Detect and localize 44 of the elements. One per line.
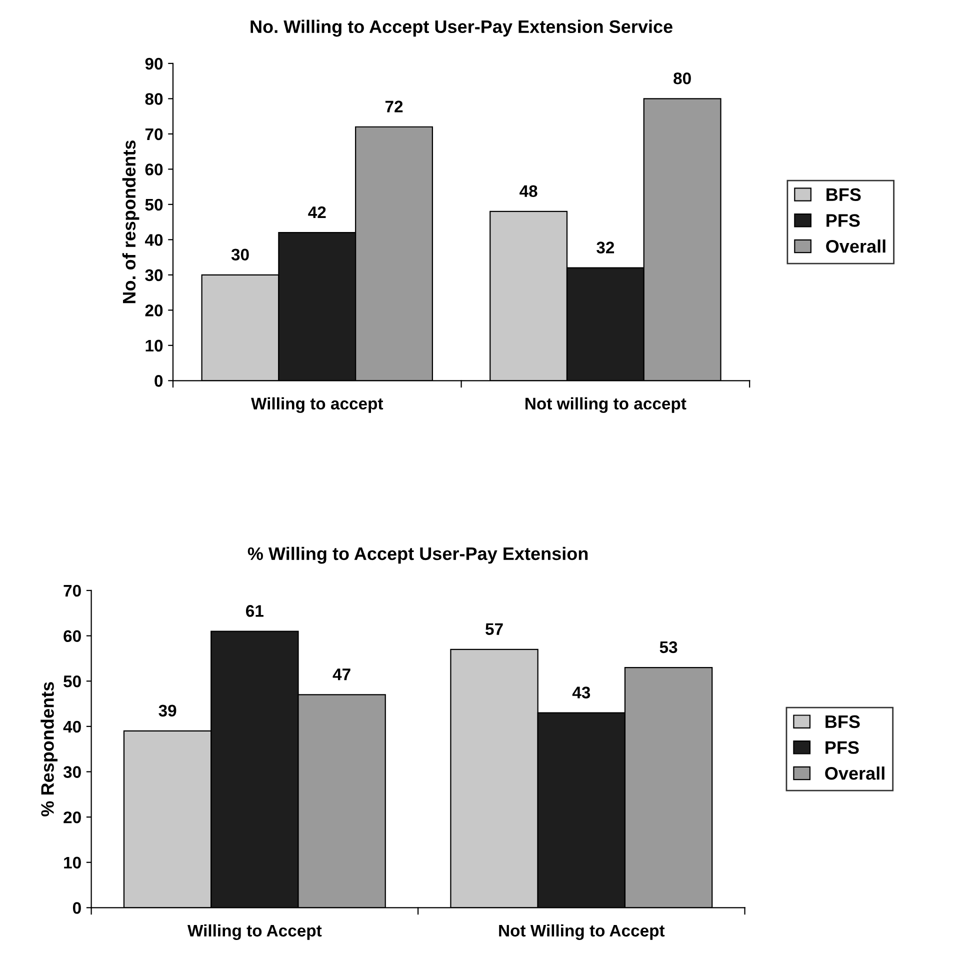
- y-tick-label: 20: [145, 304, 163, 316]
- chart-title: % Willing to Accept User-Pay Extension: [248, 546, 588, 564]
- y-tick-label: 40: [63, 720, 81, 733]
- data-label: 42: [308, 206, 326, 218]
- x-tick-label: Not Willing to Accept: [499, 924, 665, 940]
- y-tick-label: 30: [63, 766, 81, 778]
- data-label: 47: [332, 668, 350, 680]
- data-label: 39: [158, 704, 176, 717]
- chart-title: No. Willing to Accept User-Pay Extension Service: [250, 20, 672, 37]
- y-axis-title: No. of respondents: [122, 140, 140, 304]
- legend-label: PFS: [826, 214, 860, 227]
- legend-label: Overall: [826, 239, 886, 253]
- y-tick-label: 40: [144, 234, 163, 246]
- y-tick-label: 60: [64, 630, 81, 642]
- x-tick-label: Willing to accept: [251, 397, 384, 413]
- y-tick-label: 90: [145, 58, 163, 70]
- y-tick-label: 10: [64, 856, 81, 869]
- y-tick-label: 0: [72, 902, 81, 914]
- data-label: 57: [486, 623, 503, 635]
- y-tick-label: 0: [154, 375, 163, 387]
- y-tick-label: 80: [145, 93, 163, 105]
- data-label: 72: [385, 100, 403, 112]
- y-axis-title: % Respondents: [40, 682, 58, 816]
- legend-label: BFS: [826, 188, 861, 202]
- legend-label: Overall: [825, 766, 884, 780]
- y-tick-label: 30: [145, 269, 163, 282]
- data-label: 61: [246, 605, 264, 617]
- data-label: 53: [660, 641, 678, 654]
- data-label: 48: [520, 185, 538, 198]
- y-tick-label: 60: [145, 164, 163, 176]
- data-label: 80: [674, 72, 691, 84]
- legend-label: PFS: [826, 741, 859, 754]
- x-tick-label: Not willing to accept: [526, 397, 686, 413]
- legend-label: BFS: [826, 715, 860, 728]
- y-tick-label: 50: [145, 198, 163, 211]
- x-tick-label: Willing to Accept: [187, 924, 322, 940]
- data-label: 32: [596, 242, 614, 254]
- y-tick-label: 50: [64, 676, 81, 688]
- data-label: 43: [572, 686, 590, 698]
- data-label: 30: [231, 248, 249, 261]
- y-tick-label: 70: [64, 584, 81, 597]
- y-tick-label: 70: [145, 128, 163, 140]
- y-tick-label: 10: [146, 340, 163, 352]
- y-tick-label: 20: [64, 811, 81, 824]
